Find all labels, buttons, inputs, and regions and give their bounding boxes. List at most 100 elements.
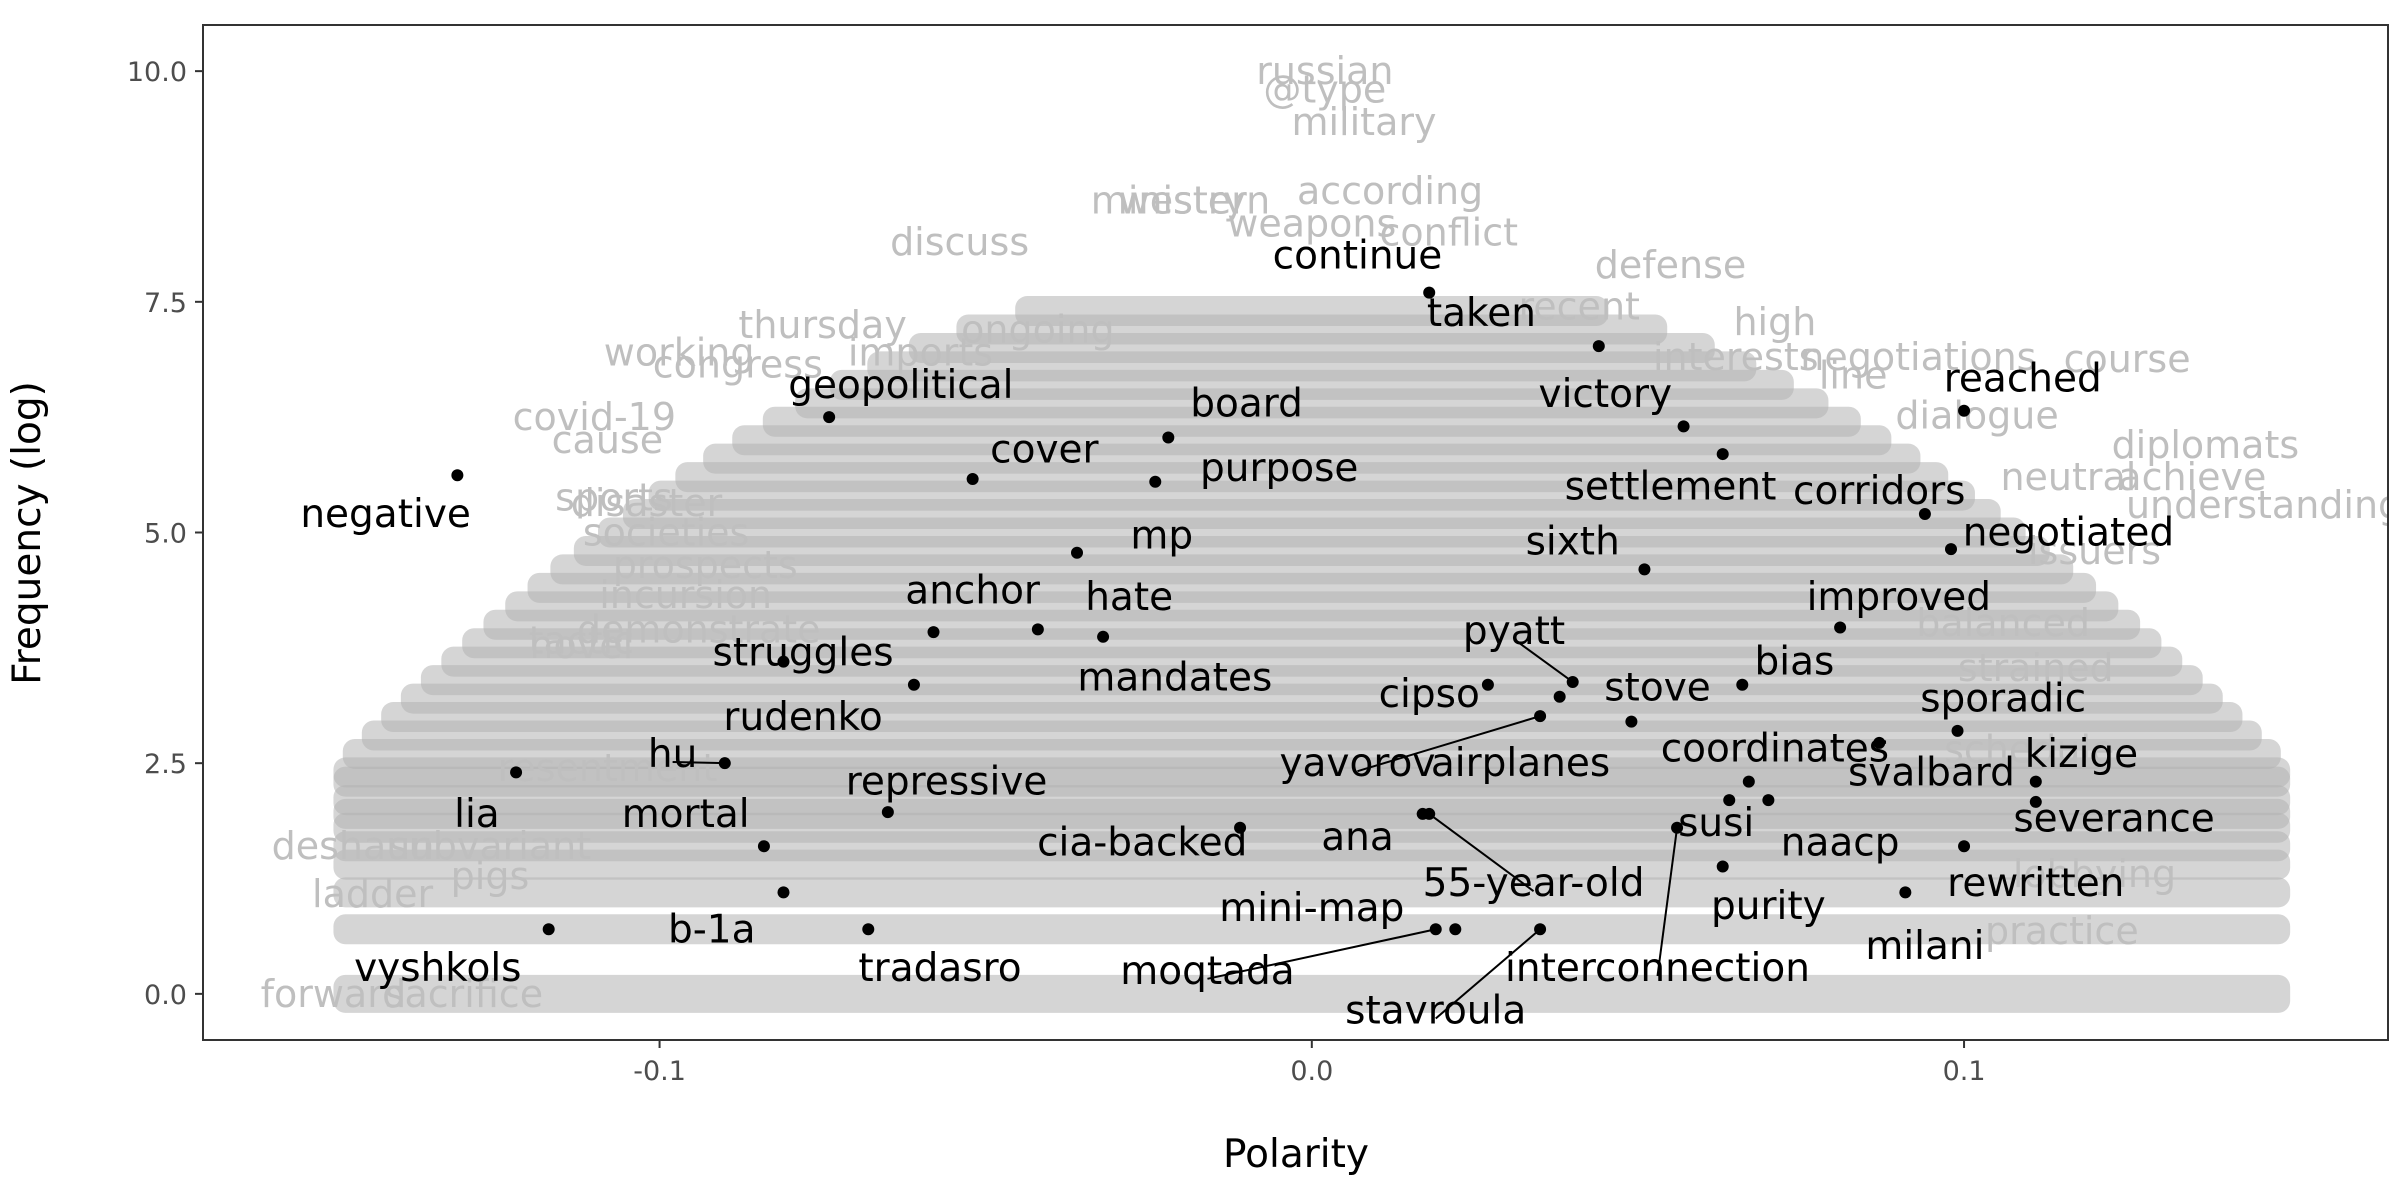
data-point bbox=[1071, 546, 1083, 559]
data-point bbox=[1592, 340, 1605, 353]
point-label: vyshkols bbox=[354, 946, 521, 991]
data-point bbox=[1762, 794, 1775, 807]
background-word: thursday bbox=[738, 303, 906, 347]
word-cloud-band bbox=[333, 974, 2291, 1013]
leader-line bbox=[1428, 813, 1535, 892]
point-label: board bbox=[1190, 381, 1303, 426]
background-word: cause bbox=[552, 418, 663, 462]
point-label: struggles bbox=[713, 630, 894, 675]
data-point bbox=[1677, 420, 1690, 433]
data-point bbox=[1149, 475, 1162, 488]
data-point bbox=[1671, 821, 1684, 834]
background-word: interests bbox=[1653, 335, 1819, 379]
data-point bbox=[1873, 736, 1886, 749]
data-point bbox=[1736, 678, 1749, 691]
point-label: taken bbox=[1427, 291, 1536, 336]
point-label: settlement bbox=[1565, 464, 1777, 509]
background-word: @type bbox=[1263, 68, 1386, 112]
data-point bbox=[1951, 724, 1964, 737]
point-label: anchor bbox=[905, 569, 1041, 614]
point-label: sporadic bbox=[1920, 677, 2086, 722]
background-word: imports bbox=[848, 331, 993, 375]
data-point bbox=[1162, 431, 1175, 444]
background-word: deshaun bbox=[272, 824, 435, 868]
data-point bbox=[862, 923, 875, 936]
y-tick-label: 5.0 bbox=[144, 519, 187, 550]
x-axis-title: Polarity bbox=[1223, 1132, 1369, 1177]
point-label: negotiated bbox=[1963, 511, 2174, 556]
word-cloud-band bbox=[333, 914, 2291, 945]
leader-line bbox=[1207, 928, 1436, 980]
point-label: naacp bbox=[1781, 821, 1900, 866]
data-point bbox=[881, 806, 894, 819]
point-label: repressive bbox=[846, 760, 1048, 805]
background-word: sacrifice bbox=[385, 972, 543, 1016]
point-label: cipso bbox=[1379, 672, 1480, 717]
data-point bbox=[1742, 775, 1755, 788]
background-word: high bbox=[1733, 300, 1816, 344]
background-word: neutral bbox=[2000, 455, 2136, 499]
y-tick-label: 0.0 bbox=[144, 980, 187, 1011]
point-label: reached bbox=[1944, 356, 2102, 401]
point-label: sixth bbox=[1526, 520, 1620, 565]
data-point bbox=[1553, 690, 1566, 703]
data-point bbox=[1716, 860, 1729, 873]
background-word: according bbox=[1297, 169, 1483, 213]
background-word: lobbying bbox=[2013, 852, 2176, 896]
data-point bbox=[1534, 923, 1547, 936]
word-cloud-band bbox=[333, 877, 2291, 908]
background-word: strained bbox=[1958, 646, 2114, 690]
data-point bbox=[1566, 675, 1579, 688]
data-point bbox=[1423, 807, 1436, 820]
point-label: milani bbox=[1865, 924, 1984, 969]
data-point bbox=[757, 840, 770, 853]
point-label: 55-year-old bbox=[1423, 861, 1645, 906]
data-point bbox=[1031, 623, 1044, 636]
background-word: ongoing bbox=[961, 308, 1114, 352]
data-point bbox=[718, 757, 731, 770]
point-label: stavroula bbox=[1345, 988, 1526, 1033]
background-word: achieve bbox=[2118, 455, 2266, 499]
point-label: hu bbox=[648, 732, 697, 777]
point-label: hate bbox=[1085, 575, 1173, 620]
point-label: negative bbox=[300, 492, 471, 537]
leader-line bbox=[672, 760, 725, 765]
data-point bbox=[823, 411, 836, 424]
point-label: mandates bbox=[1077, 655, 1272, 700]
data-point bbox=[1638, 563, 1651, 576]
point-label: svalbard bbox=[1848, 750, 2015, 795]
point-label: geopolitical bbox=[788, 363, 1013, 408]
highlighted-labels: negative lia vyshkols hu mortal b-1a rudenko st… bbox=[300, 234, 2214, 1034]
background-word: issuers bbox=[2028, 529, 2161, 573]
point-label: interconnection bbox=[1505, 946, 1810, 991]
y-tick-label: 10.0 bbox=[127, 57, 187, 88]
data-point bbox=[1423, 286, 1436, 299]
background-word: disaster bbox=[571, 481, 723, 525]
data-point bbox=[451, 469, 464, 482]
background-word: weapons bbox=[1227, 201, 1396, 245]
point-label: corridors bbox=[1793, 469, 1966, 514]
background-word: novel bbox=[529, 623, 633, 667]
background-word: covid-19 bbox=[513, 395, 676, 439]
point-label: coordinates bbox=[1661, 726, 1889, 771]
point-label: continue bbox=[1273, 234, 1443, 279]
data-point bbox=[1234, 821, 1247, 834]
background-word: forward bbox=[261, 972, 407, 1016]
point-label: ana bbox=[1321, 815, 1394, 860]
point-label: airplanes bbox=[1431, 741, 1610, 786]
background-word: western bbox=[1119, 178, 1271, 222]
data-point bbox=[1834, 621, 1847, 634]
background-word: course bbox=[2064, 337, 2191, 381]
point-label: tradasro bbox=[858, 946, 1021, 991]
point-label: cover bbox=[990, 427, 1099, 472]
data-point bbox=[1958, 404, 1971, 417]
leader-line bbox=[1357, 715, 1541, 773]
background-word: recent bbox=[1519, 284, 1640, 328]
data-point bbox=[1097, 630, 1110, 643]
leader-line bbox=[1435, 928, 1541, 1020]
background-word: understanding bbox=[2126, 483, 2400, 527]
background-word: conflict bbox=[1380, 211, 1519, 255]
y-axis-title: Frequency (log) bbox=[5, 381, 50, 685]
data-point bbox=[2029, 795, 2042, 808]
